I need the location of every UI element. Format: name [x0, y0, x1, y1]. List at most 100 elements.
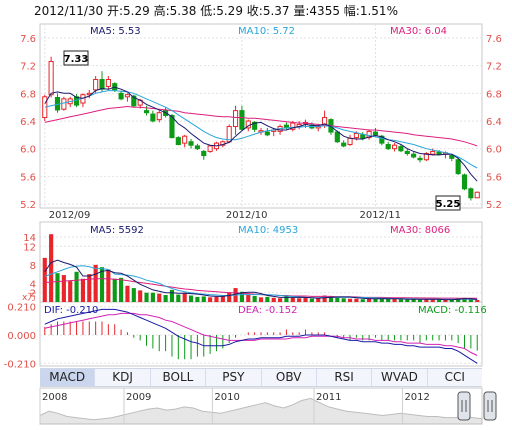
- volume-bar: [94, 265, 98, 302]
- candle-body: [202, 151, 206, 155]
- volume-bar: [113, 279, 117, 302]
- overview-panel: 2008 2009 2010 2011 2012: [40, 388, 482, 424]
- candle-body: [100, 80, 104, 90]
- volume-bar: [373, 299, 377, 302]
- volume-bar: [418, 300, 422, 302]
- price-y-tick-label-right: 6.8: [486, 89, 502, 100]
- candle-body: [335, 132, 339, 142]
- candle-body: [265, 132, 269, 135]
- candle-body: [144, 111, 148, 113]
- macd-legend-dif: DIF: -0.210: [44, 305, 98, 316]
- price-x-tick-label: 2012/09: [49, 210, 91, 221]
- volume-bar: [195, 297, 199, 302]
- open-label: 开:: [107, 4, 123, 18]
- volume-bar: [348, 299, 352, 302]
- candle-body: [469, 189, 473, 198]
- volume-bar: [49, 234, 53, 302]
- volume-bar: [310, 299, 314, 302]
- volume-bar: [253, 296, 257, 302]
- volume-legend-ma5: MA5: 5592: [90, 225, 144, 236]
- candle-body: [373, 132, 377, 135]
- tab-rsi[interactable]: RSI: [316, 369, 371, 386]
- volume-bar: [386, 299, 390, 302]
- candle-body: [157, 113, 161, 120]
- price-legend-ma30: MA30: 6.04: [390, 26, 447, 37]
- volume-bar: [157, 294, 161, 302]
- macd-y-tick-label: 0.210: [7, 303, 36, 314]
- low-value: 5.29: [216, 4, 243, 18]
- tab-boll[interactable]: BOLL: [150, 369, 205, 386]
- price-ma30-line: [45, 107, 477, 146]
- high-annotation: 7.33: [64, 54, 89, 65]
- high-label: 高:: [154, 3, 170, 18]
- tab-macd[interactable]: MACD: [40, 369, 94, 386]
- volume-bar: [316, 298, 320, 302]
- price-y-tick-label: 7.6: [20, 34, 36, 45]
- quote-header: 2012/11/30 开:5.29 高:5.38 低:5.29 收:5.37 量…: [34, 3, 398, 18]
- overview-x-tick-label: 2008: [42, 392, 67, 403]
- price-panel-frame: [40, 24, 482, 208]
- candle-body: [475, 192, 479, 198]
- tab-psy[interactable]: PSY: [205, 369, 260, 386]
- range-handle-right[interactable]: [484, 392, 496, 420]
- volume-legend-ma30: MA30: 8066: [390, 225, 450, 236]
- candle-body: [450, 156, 454, 159]
- price-y-tick-label: 7.2: [20, 62, 36, 73]
- volume-bar: [106, 269, 110, 302]
- candle-body: [354, 133, 358, 137]
- candle-body: [125, 95, 129, 97]
- candle-body: [361, 135, 365, 138]
- volume-bar: [208, 297, 212, 302]
- volume-bar: [278, 298, 282, 302]
- volume-bar: [291, 298, 295, 302]
- candle-body: [342, 143, 346, 146]
- candle-body: [418, 158, 422, 159]
- price-y-tick-label: 5.2: [20, 200, 36, 211]
- volume-bar: [176, 295, 180, 302]
- price-y-tick-label-right: 5.6: [486, 172, 502, 183]
- volume-bar: [227, 292, 231, 302]
- volume-bar: [144, 293, 148, 302]
- volume-bar: [475, 300, 479, 302]
- candle-body: [195, 146, 199, 149]
- volume-bar: [87, 274, 91, 302]
- price-y-tick-label: 5.6: [20, 172, 36, 183]
- volume-bar: [164, 295, 168, 302]
- low-label: 低:: [200, 4, 216, 18]
- change-value: 1.51%: [360, 4, 398, 18]
- volume-bar: [125, 286, 129, 302]
- volume-bar: [81, 279, 85, 302]
- quote-date: 2012/11/30: [34, 4, 103, 18]
- price-y-tick-label-right: 7.2: [486, 62, 502, 73]
- tab-wvad[interactable]: WVAD: [371, 369, 426, 386]
- volume-bar: [214, 297, 218, 302]
- volume-bar: [361, 299, 365, 302]
- candle-body: [456, 160, 460, 174]
- tab-kdj[interactable]: KDJ: [94, 369, 149, 386]
- range-handle-left[interactable]: [458, 392, 470, 420]
- volume-bar: [246, 295, 250, 302]
- candle-body: [405, 151, 409, 153]
- volume-bar: [284, 296, 288, 302]
- price-y-tick-label-right: 6.4: [486, 117, 502, 128]
- price-y-tick-label: 6.8: [20, 89, 36, 100]
- volume-bar: [392, 299, 396, 302]
- volume-bar: [189, 295, 193, 302]
- close-label: 收:: [247, 4, 263, 18]
- tab-cci[interactable]: CCI: [427, 369, 482, 386]
- volume-unit-label: x万: [22, 293, 36, 303]
- tab-obv[interactable]: OBV: [261, 369, 316, 386]
- price-y-tick-label-right: 7.6: [486, 34, 502, 45]
- volume-bar: [399, 299, 403, 302]
- price-y-tick-label: 6.4: [20, 117, 36, 128]
- price-legend-ma5: MA5: 5.53: [90, 26, 141, 37]
- volume-bar: [138, 290, 142, 302]
- volume-bar: [202, 296, 206, 302]
- volume-bar: [132, 288, 136, 302]
- volume-bar: [265, 297, 269, 302]
- overview-x-tick-label: 2012: [404, 392, 429, 403]
- candle-body: [151, 114, 155, 121]
- candle-body: [399, 147, 403, 151]
- candle-body: [386, 145, 390, 149]
